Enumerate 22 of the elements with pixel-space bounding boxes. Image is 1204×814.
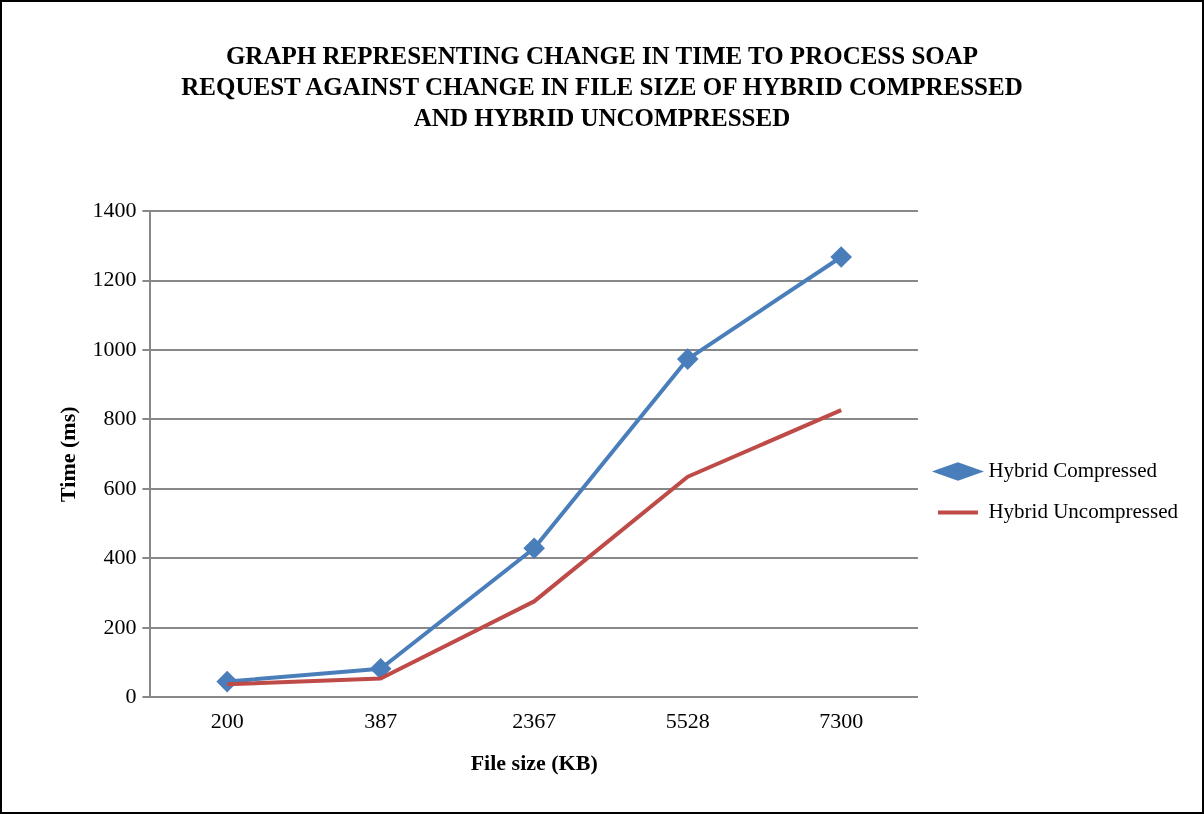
x-tick-label: 387 bbox=[364, 708, 398, 734]
point bbox=[524, 538, 545, 559]
x-axis-title: File size (KB) bbox=[470, 750, 598, 776]
legend-label: Hybrid Compressed bbox=[988, 458, 1158, 483]
point bbox=[370, 658, 391, 679]
y-tick-label: 1200 bbox=[92, 266, 137, 292]
point bbox=[831, 247, 852, 268]
legend-label: Hybrid Uncompressed bbox=[988, 499, 1179, 524]
point bbox=[677, 349, 698, 370]
y-tick-label: 600 bbox=[103, 474, 137, 500]
x-tick-label: 200 bbox=[210, 708, 244, 734]
x-tick-label: 5528 bbox=[665, 708, 710, 734]
y-axis-title: Time (ms) bbox=[54, 406, 80, 502]
y-tick-label: 800 bbox=[103, 405, 137, 431]
y-tick-label: 1400 bbox=[92, 196, 137, 222]
y-tick-label: 400 bbox=[103, 544, 137, 570]
x-tick-label: 7300 bbox=[819, 708, 864, 734]
x-tick-label: 2367 bbox=[512, 708, 557, 734]
y-tick-label: 1000 bbox=[92, 335, 137, 361]
chart-title: GRAPH REPRESENTING CHANGE IN TIME TO PROCESS SOAP REQUEST AGAINST CHANGE IN FILE SIZE OF HYBRID COMPRESSED AND HYBRID UNCOMPRESSED bbox=[180, 41, 1024, 133]
y-tick-label: 0 bbox=[125, 682, 137, 708]
y-tick-label: 200 bbox=[103, 613, 137, 639]
